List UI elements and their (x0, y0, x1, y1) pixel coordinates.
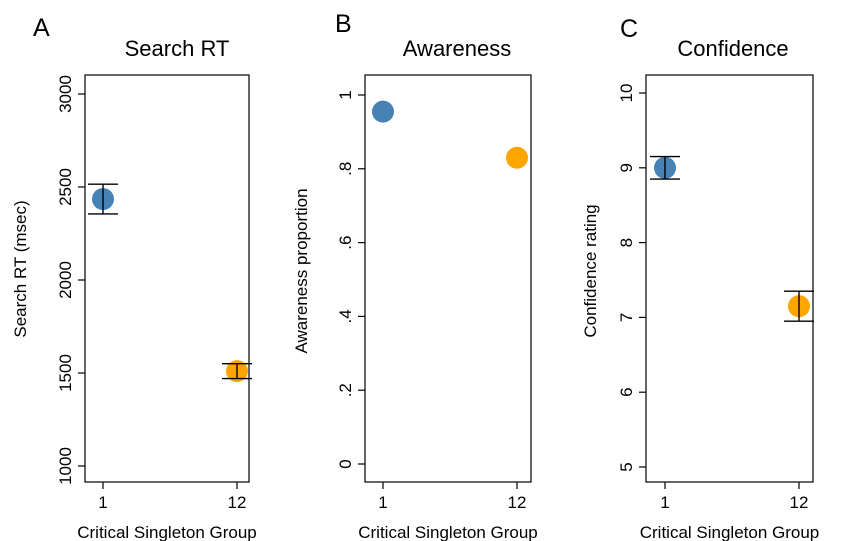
x-tick-label: 1 (378, 493, 387, 512)
x-tick-label: 12 (228, 493, 247, 512)
data-point (372, 100, 394, 123)
x-tick-label: 1 (660, 493, 669, 512)
y-tick-label: .6 (336, 236, 355, 250)
plot-frame (645, 74, 814, 483)
x-axis-label: Critical Singleton Group (640, 523, 820, 541)
x-tick-label: 12 (790, 493, 809, 512)
y-tick-label: 1 (336, 90, 355, 99)
y-tick-label: 8 (617, 238, 636, 247)
x-axis-label: Critical Singleton Group (77, 523, 257, 541)
panel-letter: B (335, 10, 352, 38)
y-tick-label: 5 (617, 462, 636, 471)
y-tick-label: 7 (617, 313, 636, 322)
y-tick-label: .4 (336, 309, 355, 323)
y-tick-label: 1000 (56, 447, 75, 485)
x-tick-label: 12 (508, 493, 527, 512)
x-axis-label: Critical Singleton Group (358, 523, 538, 541)
y-tick-label: 6 (617, 387, 636, 396)
y-tick-label: .8 (336, 162, 355, 176)
y-tick-label: 2500 (56, 168, 75, 206)
plot-frame (84, 74, 250, 483)
panel-letter: A (33, 14, 50, 42)
y-tick-label: 2000 (56, 261, 75, 299)
y-tick-label: 1500 (56, 354, 75, 392)
y-axis-label: Search RT (msec) (11, 200, 30, 337)
y-tick-label: 0 (336, 459, 355, 468)
y-axis-label: Awareness proportion (292, 188, 311, 353)
chart-title: Search RT (125, 36, 230, 61)
y-axis-label: Confidence rating (581, 204, 600, 337)
x-tick-label: 1 (98, 493, 107, 512)
y-tick-label: .2 (336, 383, 355, 397)
panel-letter: C (620, 15, 638, 43)
y-tick-label: 9 (617, 163, 636, 172)
y-tick-label: 3000 (56, 75, 75, 113)
data-point (506, 146, 528, 169)
plot-frame (364, 74, 532, 483)
chart-title: Confidence (677, 36, 788, 61)
chart-title: Awareness (403, 36, 511, 61)
y-tick-label: 10 (617, 84, 636, 103)
